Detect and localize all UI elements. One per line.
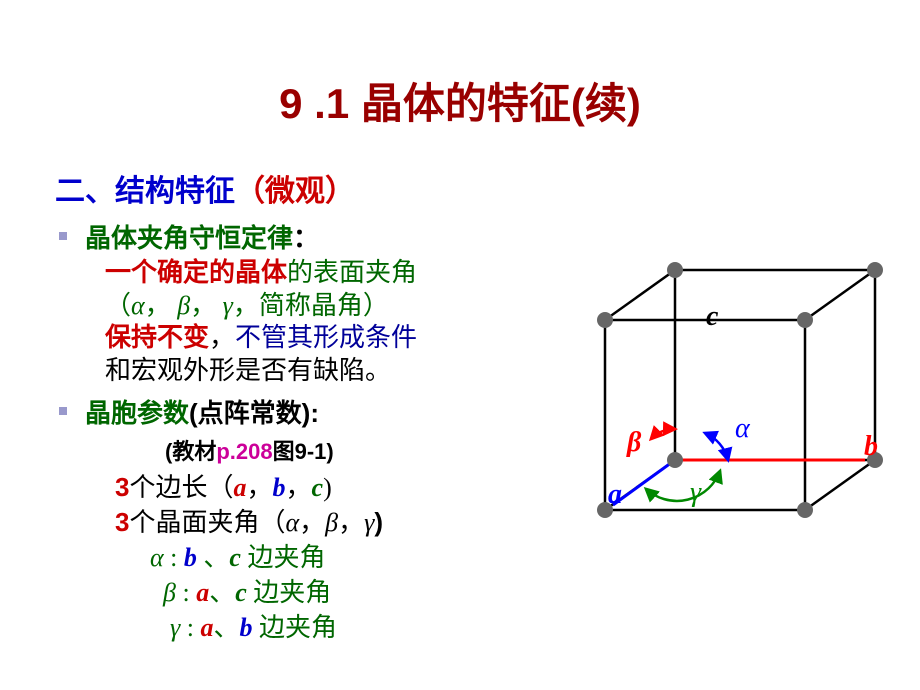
lattice-node: [867, 262, 883, 278]
def-gamma-b: b: [240, 613, 253, 642]
edges-a: a: [233, 473, 246, 502]
edges-c: c: [312, 473, 324, 502]
label-b: b: [864, 431, 878, 462]
def-colon1: :: [164, 543, 184, 572]
def-alpha-c: c: [229, 543, 241, 572]
bullet1-text: 晶体夹角守恒定律: [85, 224, 293, 253]
beta-def: β : a、c 边夹角: [163, 575, 920, 610]
ref-a: (教材: [165, 439, 216, 464]
slide-title: 9 .1 晶体的特征(续): [0, 0, 920, 141]
lattice-node: [667, 452, 683, 468]
gamma-arc: [646, 471, 720, 501]
def-alpha: α: [150, 543, 164, 572]
label-c: c: [706, 301, 719, 332]
desc-l2a: （: [105, 291, 131, 320]
edges-s1: ，: [246, 473, 272, 502]
def-sep1: 、: [203, 543, 229, 572]
angles-gamma: γ: [364, 508, 374, 537]
angles-alpha: α: [285, 508, 299, 537]
def-tail2: 边夹角: [247, 578, 332, 607]
cube-edge: [805, 460, 875, 510]
label-a: a: [608, 479, 622, 510]
cube-edge: [805, 270, 875, 320]
def-gamma: γ: [170, 613, 180, 642]
def-gamma-a: a: [200, 613, 213, 642]
desc-gamma: γ: [223, 291, 233, 320]
desc-l3c: 不管其形成条件: [235, 323, 417, 352]
label-alpha: α: [735, 413, 751, 444]
desc-l2d: ，简称晶角）: [233, 291, 389, 320]
def-beta-a: a: [196, 578, 209, 607]
def-sep2: 、: [209, 578, 235, 607]
bullet2-text: 晶胞参数: [85, 399, 189, 428]
bullet-2-label: 晶胞参数(点阵常数):: [85, 393, 319, 430]
angles-s1: ，: [299, 508, 325, 537]
edges-t2: ): [323, 473, 332, 502]
header-part2: （微观）: [235, 175, 355, 208]
lattice-node: [797, 502, 813, 518]
edge-a: [613, 460, 675, 505]
angles-s2: ，: [338, 508, 364, 537]
edges-s2: ，: [286, 473, 312, 502]
def-alpha-b: b: [184, 543, 197, 572]
desc-l3b: ，: [209, 323, 235, 352]
def-tail3: 边夹角: [253, 613, 338, 642]
angles-beta: β: [325, 508, 338, 537]
label-beta: β: [626, 427, 642, 458]
alpha-arc: [705, 433, 728, 460]
bullet2-paren: (点阵常数):: [189, 398, 319, 428]
ref-b: p.208: [216, 439, 272, 464]
edges-3: 3: [115, 472, 129, 502]
lattice-node: [667, 262, 683, 278]
bullet1-colon: ：: [293, 224, 319, 253]
def-beta-c: c: [235, 578, 247, 607]
angles-t1: 个晶面夹角（: [129, 508, 285, 537]
angles-3: 3: [115, 507, 129, 537]
desc-l2c: ，: [190, 291, 216, 320]
angles-t2: ): [374, 507, 383, 537]
def-beta: β: [163, 578, 176, 607]
beta-arc: [651, 429, 675, 439]
desc-l4: 和宏观外形是否有缺陷。: [105, 356, 391, 385]
gamma-def: γ : a、b 边夹角: [170, 610, 920, 645]
edges-b: b: [273, 473, 286, 502]
desc-l3a: 保持不变: [105, 323, 209, 352]
unit-cell-diagram: c b a α β γ: [520, 235, 890, 555]
desc-alpha: α: [131, 291, 145, 320]
desc-beta: β: [177, 291, 190, 320]
desc-l1c: 表面夹角: [313, 258, 417, 287]
header-part1: 二、结构特征: [55, 175, 235, 208]
ref-d: 9-1): [295, 439, 334, 464]
section-header: 二、结构特征（微观）: [55, 166, 920, 210]
lattice-node: [797, 312, 813, 328]
def-tail1: 边夹角: [241, 543, 326, 572]
bullet-1-label: 晶体夹角守恒定律：: [85, 218, 319, 255]
edges-t1: 个边长（: [129, 473, 233, 502]
desc-l1a: 一个确定的晶体: [105, 258, 287, 287]
desc-l1b: 的: [287, 258, 313, 287]
lattice-node: [597, 312, 613, 328]
label-gamma: γ: [690, 477, 702, 508]
def-colon2: :: [176, 578, 196, 607]
cube-edge: [605, 270, 675, 320]
def-sep3: 、: [213, 613, 239, 642]
title-text: 9 .1 晶体的特征(续): [279, 80, 641, 127]
def-colon3: :: [180, 613, 200, 642]
bullet-icon: [59, 407, 67, 415]
desc-l2b: ，: [145, 291, 171, 320]
ref-c: 图: [273, 439, 295, 464]
bullet-icon: [59, 232, 67, 240]
